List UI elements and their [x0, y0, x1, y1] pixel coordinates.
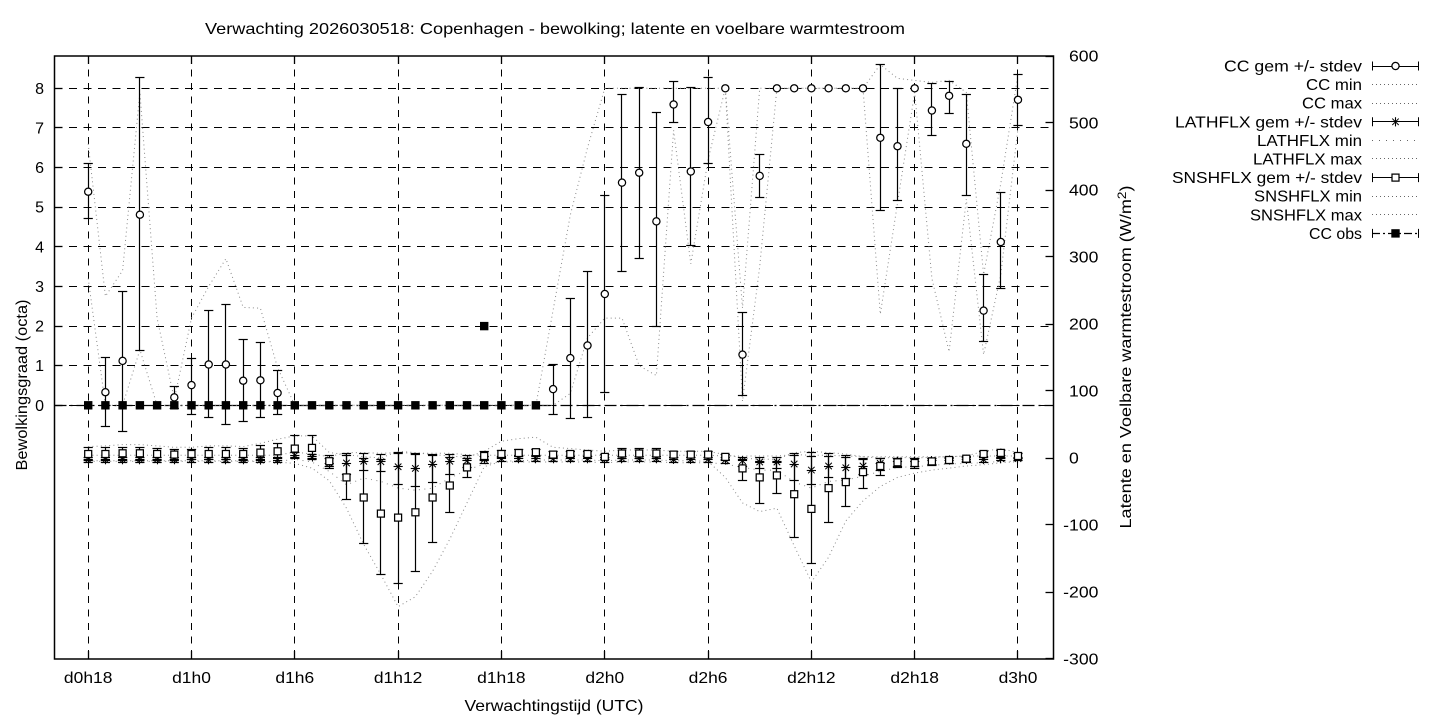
svg-text:LATHFLX max: LATHFLX max	[1253, 152, 1362, 169]
svg-text:d2h18: d2h18	[890, 670, 939, 687]
svg-text:Verwachting 2026030518: Copenh: Verwachting 2026030518: Copenhagen - bew…	[205, 21, 905, 38]
svg-text:5: 5	[35, 200, 44, 217]
svg-text:1: 1	[35, 358, 44, 375]
svg-text:SNSHFLX min: SNSHFLX min	[1254, 189, 1362, 206]
svg-text:d2h0: d2h0	[585, 670, 624, 687]
svg-text:SNSHFLX gem +/- stdev: SNSHFLX gem +/- stdev	[1172, 170, 1362, 187]
svg-text:CC obs: CC obs	[1309, 226, 1362, 243]
svg-text:-200: -200	[1063, 585, 1098, 602]
svg-text:-300: -300	[1063, 652, 1098, 669]
svg-text:6: 6	[35, 160, 44, 177]
svg-text:Latente en Voelbare warmtestro: Latente en Voelbare warmtestroom (W/m2)	[1115, 186, 1135, 529]
svg-text:8: 8	[35, 81, 44, 98]
svg-text:CC min: CC min	[1306, 77, 1362, 94]
svg-text:0: 0	[35, 398, 44, 415]
svg-text:CC max: CC max	[1302, 96, 1362, 113]
svg-text:d3h0: d3h0	[999, 670, 1038, 687]
svg-text:200: 200	[1069, 317, 1099, 334]
svg-text:d1h6: d1h6	[275, 670, 314, 687]
svg-text:d1h0: d1h0	[172, 670, 211, 687]
svg-text:LATHFLX min: LATHFLX min	[1257, 133, 1362, 150]
svg-text:d0h18: d0h18	[64, 670, 113, 687]
svg-text:500: 500	[1069, 116, 1099, 133]
svg-text:7: 7	[35, 120, 44, 137]
svg-text:-100: -100	[1063, 518, 1098, 535]
svg-text:0: 0	[1069, 451, 1079, 468]
svg-text:100: 100	[1069, 384, 1099, 401]
svg-text:3: 3	[35, 279, 44, 296]
svg-text:SNSHFLX max: SNSHFLX max	[1250, 207, 1362, 224]
svg-text:600: 600	[1069, 49, 1099, 66]
svg-text:d1h18: d1h18	[477, 670, 526, 687]
svg-text:Bewolkingsgraad (octa): Bewolkingsgraad (octa)	[14, 300, 31, 471]
svg-text:d2h12: d2h12	[787, 670, 836, 687]
svg-text:d2h6: d2h6	[689, 670, 728, 687]
svg-text:Verwachtingstijd (UTC): Verwachtingstijd (UTC)	[465, 698, 644, 715]
svg-text:300: 300	[1069, 250, 1099, 267]
svg-text:4: 4	[35, 239, 44, 256]
svg-text:d1h12: d1h12	[374, 670, 423, 687]
svg-text:2: 2	[35, 319, 44, 336]
svg-text:400: 400	[1069, 183, 1099, 200]
svg-text:LATHFLX gem +/- stdev: LATHFLX gem +/- stdev	[1175, 114, 1362, 131]
svg-text:CC gem +/- stdev: CC gem +/- stdev	[1224, 59, 1362, 76]
